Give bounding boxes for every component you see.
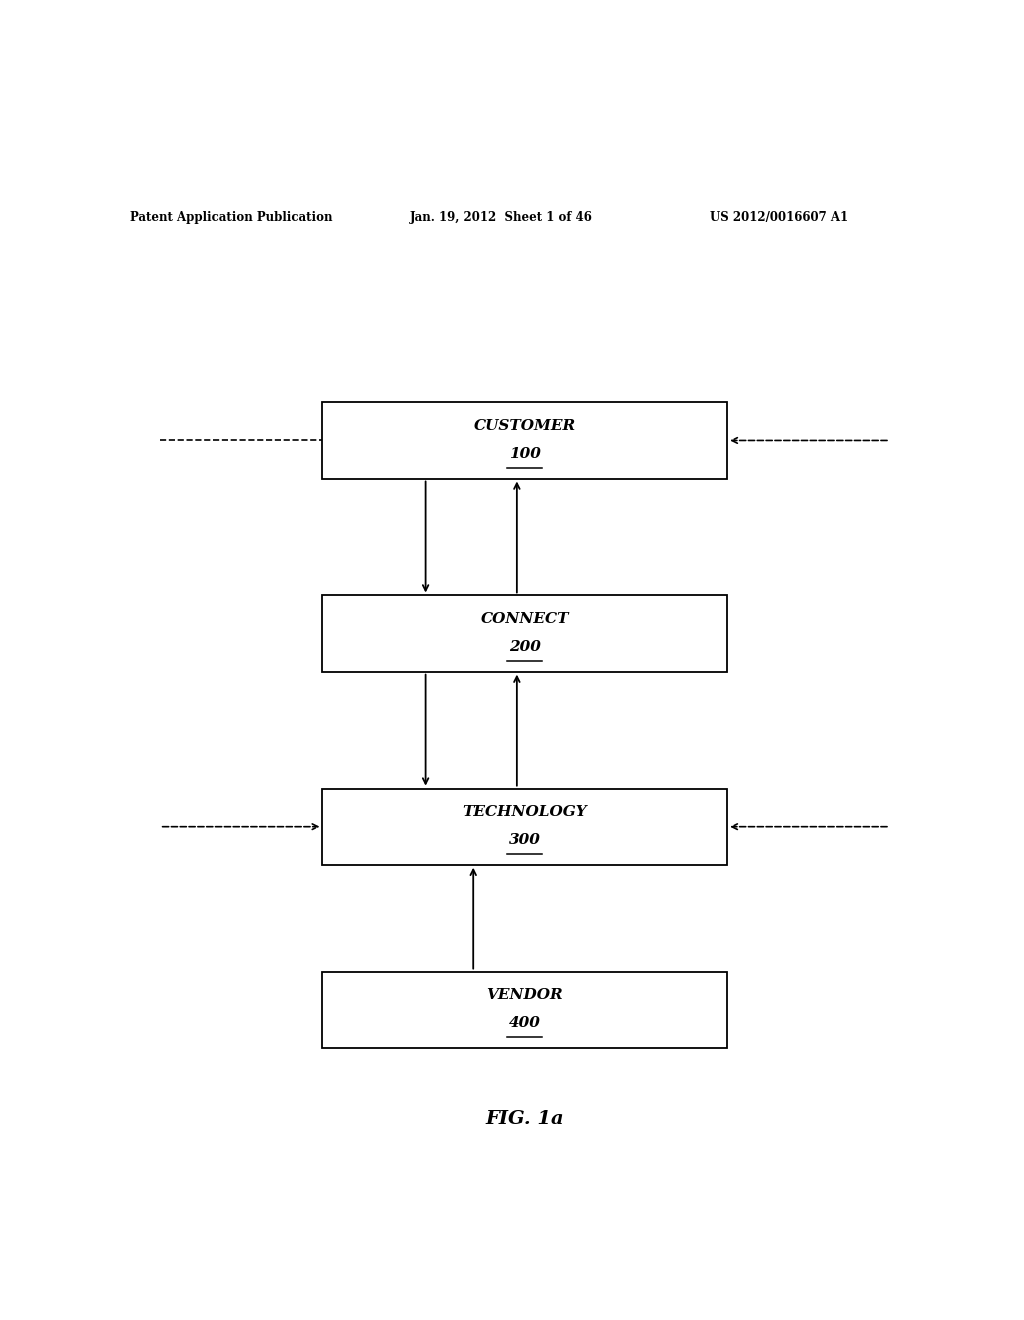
- Text: CONNECT: CONNECT: [480, 612, 569, 626]
- Text: VENDOR: VENDOR: [486, 989, 563, 1002]
- Text: 300: 300: [509, 833, 541, 847]
- Text: US 2012/0016607 A1: US 2012/0016607 A1: [710, 211, 848, 224]
- Text: TECHNOLOGY: TECHNOLOGY: [463, 805, 587, 820]
- Bar: [323, 403, 727, 479]
- Text: 100: 100: [509, 446, 541, 461]
- Text: Jan. 19, 2012  Sheet 1 of 46: Jan. 19, 2012 Sheet 1 of 46: [410, 211, 593, 224]
- Text: 400: 400: [509, 1016, 541, 1030]
- Text: 200: 200: [509, 640, 541, 653]
- Bar: [323, 595, 727, 672]
- Text: FIG. 1a: FIG. 1a: [485, 1110, 564, 1127]
- Bar: [323, 788, 727, 865]
- Bar: [323, 972, 727, 1048]
- Text: CUSTOMER: CUSTOMER: [474, 420, 575, 433]
- Text: Patent Application Publication: Patent Application Publication: [130, 211, 333, 224]
